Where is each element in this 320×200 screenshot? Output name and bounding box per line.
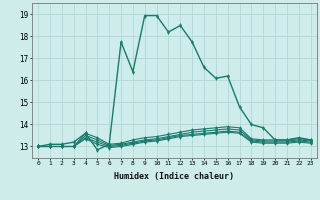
X-axis label: Humidex (Indice chaleur): Humidex (Indice chaleur) (114, 172, 234, 181)
